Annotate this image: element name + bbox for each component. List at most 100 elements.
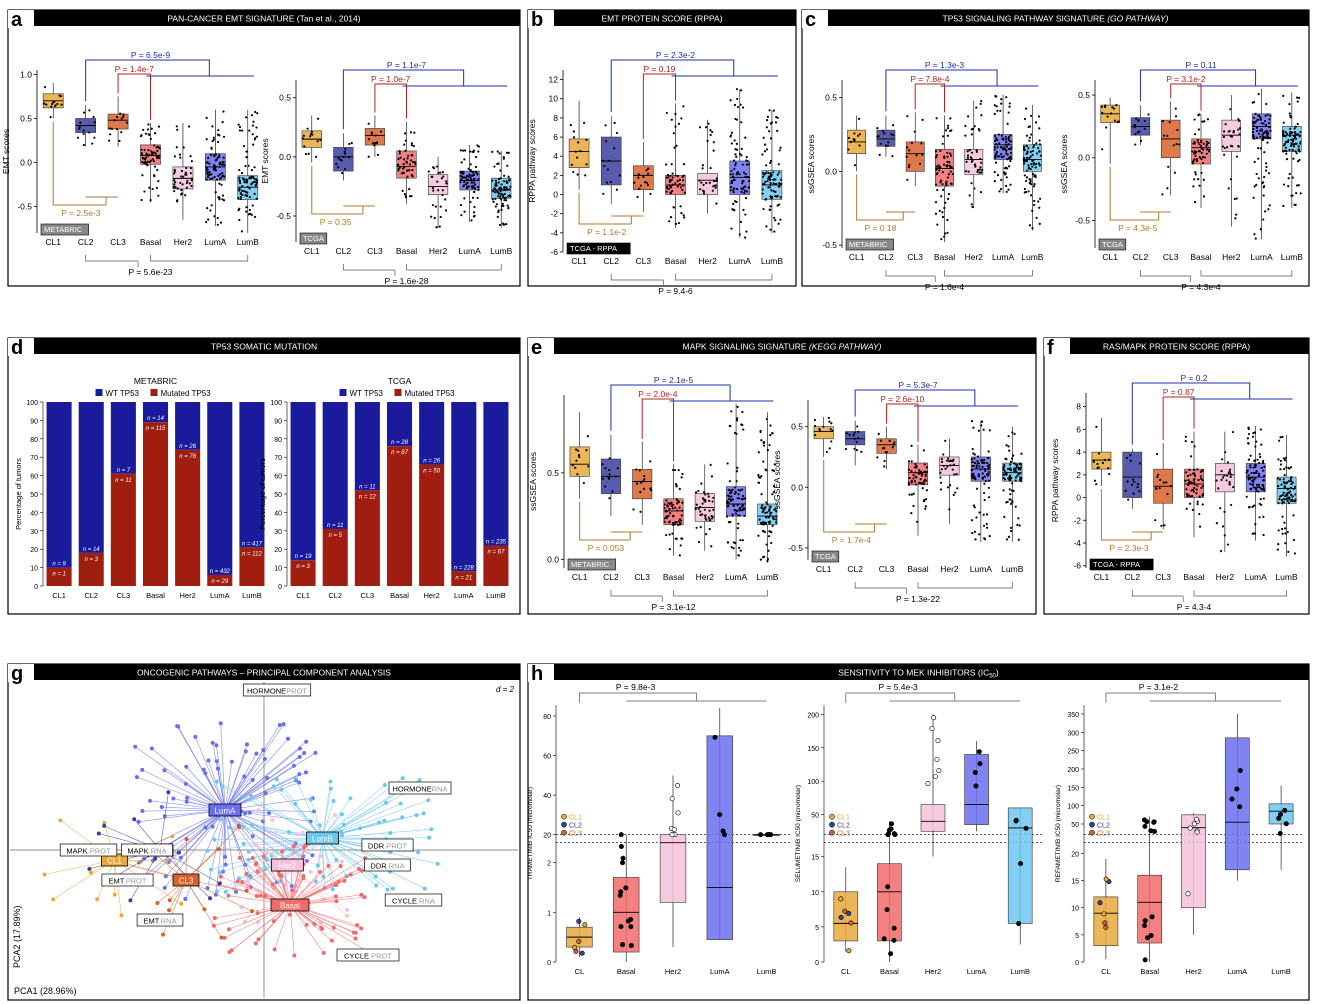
point <box>254 183 258 186</box>
point <box>680 514 683 517</box>
sample-point <box>422 886 427 891</box>
y-tick-label: 10 <box>274 566 282 573</box>
y-tick-label: 200 <box>1067 767 1079 774</box>
point <box>733 139 736 142</box>
x-tick-label: Basal <box>665 256 686 266</box>
spoke <box>310 799 323 839</box>
point <box>1252 120 1255 124</box>
point <box>1139 139 1143 142</box>
point <box>255 179 258 182</box>
point <box>373 141 376 145</box>
point <box>726 505 729 508</box>
point <box>603 485 607 488</box>
point <box>771 493 774 496</box>
point <box>474 165 478 169</box>
point <box>883 446 886 450</box>
point <box>189 155 192 158</box>
point <box>769 434 772 437</box>
point <box>712 185 715 188</box>
sample-point <box>385 887 390 892</box>
point <box>1251 532 1254 535</box>
point <box>725 515 729 518</box>
point <box>910 141 913 144</box>
point <box>157 180 160 183</box>
y-axis-label: ssGSEA scores <box>806 134 816 193</box>
point <box>1017 466 1020 469</box>
sample-point <box>353 936 358 941</box>
point <box>976 462 979 465</box>
sample-point <box>382 783 387 788</box>
point <box>978 171 981 174</box>
point <box>993 148 996 151</box>
point <box>1103 458 1107 462</box>
point <box>509 185 512 188</box>
y-axis-label: ssGSEA scores <box>1059 134 1069 193</box>
sample-point <box>229 759 234 764</box>
point <box>173 168 176 171</box>
point <box>408 169 411 172</box>
point <box>825 450 828 454</box>
point <box>507 194 510 198</box>
box-Her2 <box>939 456 960 476</box>
spoke <box>322 837 393 889</box>
point <box>1294 142 1297 145</box>
point <box>463 158 466 161</box>
y-tick-label: 0.5 <box>791 422 803 432</box>
point <box>467 167 470 170</box>
point <box>956 487 959 490</box>
point <box>1014 479 1017 482</box>
point <box>730 169 733 173</box>
y-tick-label: 250 <box>1067 749 1079 756</box>
point <box>373 144 376 147</box>
spoke <box>274 904 291 950</box>
sample-point <box>313 750 318 755</box>
point <box>776 129 779 132</box>
point <box>676 175 679 178</box>
point <box>1005 149 1008 152</box>
pathway-label: DDR.PROT <box>368 842 408 851</box>
point <box>669 832 675 838</box>
legend-label: WT TP53 <box>106 389 140 398</box>
point <box>905 155 908 158</box>
point <box>1130 483 1134 486</box>
sample-point <box>167 898 172 903</box>
point <box>890 133 893 136</box>
point <box>608 497 611 500</box>
point <box>1013 462 1016 465</box>
point <box>741 188 744 191</box>
pathway-label-box <box>384 893 443 907</box>
point <box>1276 477 1279 480</box>
point <box>1167 165 1170 168</box>
point <box>924 505 927 508</box>
point <box>979 102 982 106</box>
point <box>218 198 221 201</box>
point <box>1017 538 1020 541</box>
point <box>665 176 668 179</box>
bar-mutated <box>239 547 265 586</box>
point <box>646 181 649 184</box>
point <box>765 417 768 421</box>
point <box>892 134 895 137</box>
point <box>1133 126 1136 129</box>
point <box>140 198 143 202</box>
point <box>985 473 989 476</box>
y-tick-label: 100 <box>270 400 282 407</box>
point <box>432 166 436 170</box>
bracket-red <box>642 73 676 139</box>
point <box>935 154 939 157</box>
point <box>145 152 148 155</box>
point <box>497 195 500 198</box>
point <box>925 489 928 492</box>
point <box>1289 127 1292 130</box>
bar-wt <box>78 402 104 553</box>
point <box>316 140 319 143</box>
point <box>149 137 152 140</box>
x-tick-label: LumA <box>992 252 1015 262</box>
bracket-bottom <box>85 255 249 267</box>
point <box>711 130 714 134</box>
point <box>401 167 405 170</box>
centroid-box <box>270 858 304 872</box>
point <box>460 172 463 175</box>
point <box>1262 479 1266 482</box>
